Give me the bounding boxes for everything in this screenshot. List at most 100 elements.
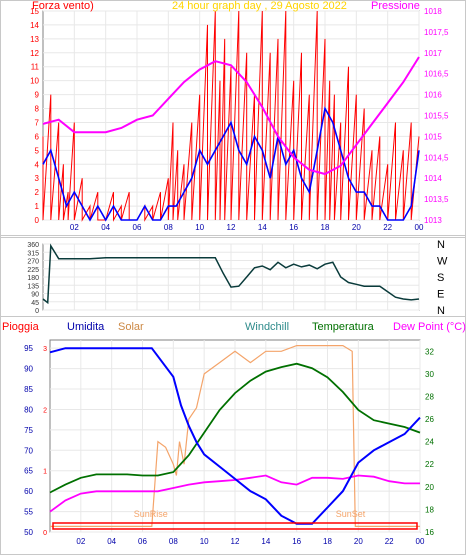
y-right-tick-label: 1015,5 [424, 112, 449, 121]
x-tick-label: 06 [133, 223, 142, 232]
y-right-tick-label: 22 [425, 460, 434, 469]
series-3 [49, 345, 421, 530]
y-left-tick-label: 80 [24, 405, 33, 414]
y-left-tick-label: 95 [24, 344, 33, 353]
y-left-tick-label: 50 [24, 528, 33, 537]
compass-label: E [437, 289, 444, 301]
legend-humidity: Umidita [67, 321, 105, 333]
compass-label: W [437, 256, 448, 268]
y-left-tick-label: 12 [30, 49, 39, 58]
left-axis-label: Forza vento) [32, 0, 94, 12]
x-tick-label: 00 [416, 537, 425, 546]
compass-label: N [437, 305, 445, 317]
y-tick-label: 360 [27, 242, 39, 249]
compass-label: N [437, 239, 445, 251]
y-left-tick-label: 11 [31, 63, 40, 72]
y-right-tick-label: 1016 [424, 91, 442, 100]
y-left-tick-label: 70 [24, 446, 33, 455]
annotation-sunrise: SunRise [134, 509, 168, 519]
x-tick-label: 22 [385, 537, 394, 546]
rain-tick-label: 0 [43, 530, 47, 537]
y-left-tick-label: 10 [30, 77, 39, 86]
x-tick-label: 00 [415, 223, 424, 232]
ticks-1: 012345678910111213141510131013,510141014… [30, 7, 449, 232]
series-line-wind [42, 106, 420, 222]
series-line-direction [42, 243, 420, 305]
series-line-pressure [42, 56, 420, 176]
y-left-tick-label: 85 [24, 385, 33, 394]
x-tick-label: 20 [352, 223, 361, 232]
y-right-tick-label: 1016,5 [424, 70, 449, 79]
y-left-tick-label: 14 [30, 21, 39, 30]
rain-tick-label: 3 [43, 346, 47, 353]
y-right-tick-label: 1018 [424, 7, 442, 16]
y-left-tick-label: 3 [35, 174, 40, 183]
series-line-temperatura [49, 362, 421, 494]
x-tick-label: 20 [354, 537, 363, 546]
y-left-tick-label: 9 [35, 91, 40, 100]
ticks-3: 5055606570758085909516182022242628303201… [24, 344, 434, 546]
x-tick-label: 18 [323, 537, 332, 546]
y-right-tick-label: 16 [425, 528, 434, 537]
x-tick-label: 04 [107, 537, 116, 546]
y-tick-label: 270 [27, 259, 39, 266]
y-left-tick-label: 65 [24, 467, 33, 476]
y-left-tick-label: 5 [35, 146, 40, 155]
y-tick-label: 315 [27, 250, 39, 257]
series-1 [42, 10, 420, 222]
y-right-tick-label: 32 [425, 347, 434, 356]
y-left-tick-label: 6 [35, 132, 40, 141]
x-tick-label: 14 [258, 223, 267, 232]
y-right-tick-label: 1013,5 [424, 195, 449, 204]
y-left-tick-label: 8 [35, 105, 40, 114]
x-tick-label: 04 [101, 223, 110, 232]
y-tick-label: 135 [27, 283, 39, 290]
y-right-tick-label: 30 [425, 370, 434, 379]
x-tick-label: 08 [164, 223, 173, 232]
y-right-tick-label: 1014,5 [424, 153, 449, 162]
y-right-tick-label: 1015 [424, 132, 442, 141]
x-tick-label: 12 [231, 537, 240, 546]
x-tick-label: 16 [289, 223, 298, 232]
series-line-umidita [49, 347, 421, 525]
y-left-tick-label: 2 [35, 188, 40, 197]
x-tick-label: 12 [227, 223, 236, 232]
y-tick-label: 225 [27, 267, 39, 274]
y-tick-label: 45 [31, 300, 39, 307]
grid-2 [43, 243, 420, 311]
y-left-tick-label: 4 [35, 160, 40, 169]
y-left-tick-label: 55 [24, 508, 33, 517]
annotation-sunset: SunSet [336, 509, 366, 519]
x-tick-label: 16 [292, 537, 301, 546]
y-right-tick-label: 1017 [424, 49, 442, 58]
x-tick-label: 06 [138, 537, 147, 546]
x-tick-label: 02 [76, 537, 85, 546]
right-axis-label: Pressione [371, 0, 420, 12]
x-tick-label: 08 [169, 537, 178, 546]
y-left-tick-label: 0 [35, 216, 40, 225]
y-left-tick-label: 7 [35, 118, 40, 127]
series-line-solar [50, 345, 420, 528]
y-left-tick-label: 75 [24, 426, 33, 435]
legend-solar: Solar [118, 321, 144, 333]
wind-pressure-chart: 012345678910111213141510131013,510141014… [30, 0, 449, 232]
rain-tick-label: 1 [43, 469, 47, 476]
x-tick-label: 18 [321, 223, 330, 232]
x-tick-label: 10 [195, 223, 204, 232]
legend-temperature: Temperatura [312, 321, 375, 333]
chart-title: 24 hour graph day , 29 Agosto 2022 [172, 0, 347, 12]
legend-windchill: Windchill [245, 321, 289, 333]
y-left-tick-label: 90 [24, 365, 33, 374]
y-left-tick-label: 60 [24, 487, 33, 496]
x-tick-label: 02 [70, 223, 79, 232]
series-2 [42, 243, 420, 305]
y-right-tick-label: 24 [425, 438, 434, 447]
temp-humidity-chart: 5055606570758085909516182022242628303201… [2, 321, 466, 546]
y-right-tick-label: 18 [425, 505, 434, 514]
y-left-tick-label: 15 [30, 7, 39, 16]
x-tick-label: 22 [383, 223, 392, 232]
legend-dewpoint: Dew Point (°C) [393, 321, 466, 333]
